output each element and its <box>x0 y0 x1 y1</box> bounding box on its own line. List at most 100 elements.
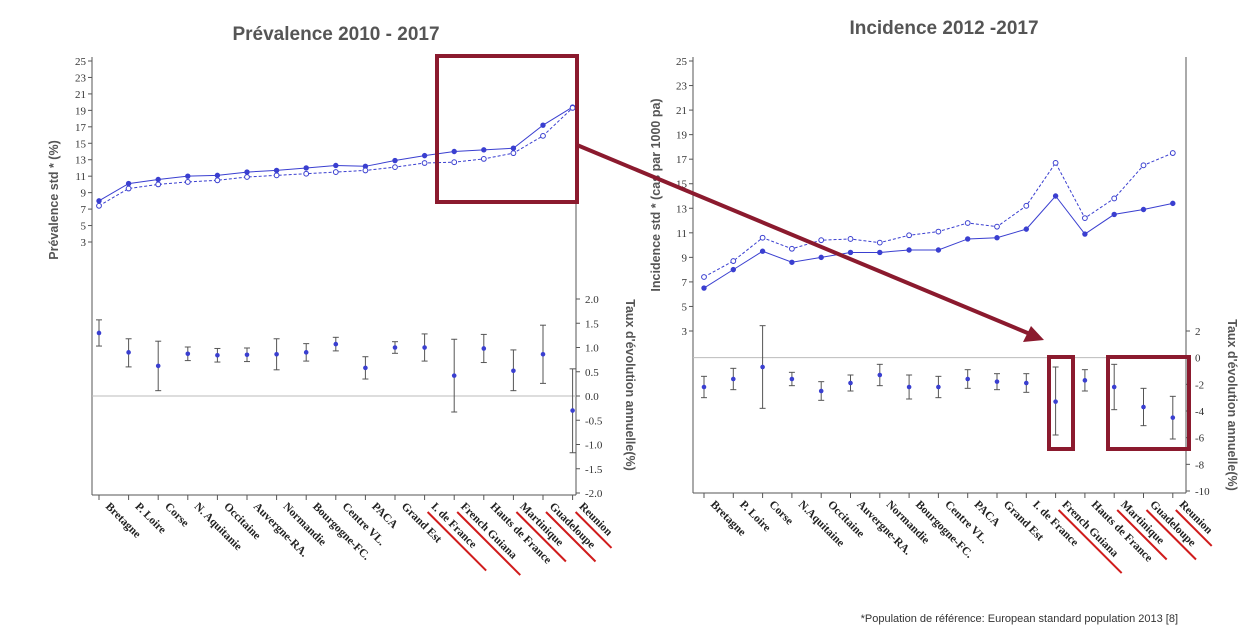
series-point-open <box>451 159 458 166</box>
left-tick-label: 21 <box>75 89 86 101</box>
left-tick-label: 21 <box>676 105 687 117</box>
series-point-filled <box>273 167 280 174</box>
right-tick-label: -8 <box>1195 459 1205 471</box>
evolution-point <box>965 376 970 382</box>
highlight-box-antilles-reunion <box>1106 355 1191 451</box>
left-tick-label: 7 <box>81 204 87 216</box>
series-point-open <box>847 236 854 242</box>
series-point-open <box>701 274 707 280</box>
series-point-filled <box>789 259 795 265</box>
evolution-point <box>760 364 765 370</box>
prevalence-chart-title: Prévalence 2010 - 2017 <box>232 24 439 45</box>
category-underline <box>515 511 567 563</box>
series-point-open <box>155 181 162 188</box>
series-point-open <box>392 164 398 171</box>
series-point-open <box>1111 195 1118 202</box>
evolution-point <box>1170 415 1176 420</box>
series-point-filled <box>759 248 766 254</box>
series-point-filled <box>1111 211 1117 218</box>
evolution-point <box>96 330 102 336</box>
category-underline <box>1057 509 1123 574</box>
right-tick-label: -4 <box>1195 406 1205 418</box>
series-point-open <box>540 132 546 139</box>
left-tick-label: 7 <box>682 277 688 289</box>
series-line-dashed <box>98 107 573 207</box>
series-point-filled <box>1052 193 1059 199</box>
right-tick-label: 0.0 <box>585 391 599 403</box>
right-tick-label: -10 <box>1195 486 1210 498</box>
series-point-filled <box>847 249 854 256</box>
series-point-filled <box>451 148 457 155</box>
series-point-filled <box>481 147 487 153</box>
series-point-open <box>332 169 339 175</box>
evolution-point <box>215 352 220 358</box>
category-underline <box>545 511 597 563</box>
evolution-point <box>731 376 736 382</box>
left-tick-label: 19 <box>75 105 87 117</box>
annotation-arrow-shaft <box>576 143 1031 336</box>
series-point-open <box>214 177 221 184</box>
evolution-point <box>422 345 427 350</box>
series-point-open <box>759 234 766 241</box>
evolution-point <box>333 341 339 347</box>
series-line-solid <box>703 195 1173 289</box>
evolution-point <box>392 345 398 350</box>
right-tick-label: -2 <box>1195 379 1204 391</box>
left-tick-label: 5 <box>81 221 87 233</box>
left-tick-label: 15 <box>676 179 688 191</box>
right-tick-label: 1.5 <box>585 318 599 330</box>
incidence-chart-title: Incidence 2012 -2017 <box>849 18 1038 39</box>
category-underline <box>1145 509 1197 561</box>
left-tick-label: 13 <box>75 155 87 167</box>
incidence-right-axis-label: Taux d'évolution annuelle(%) <box>1225 319 1239 491</box>
right-tick-label: -1.0 <box>585 440 603 452</box>
evolution-point <box>1141 404 1146 410</box>
series-point-open <box>510 150 517 157</box>
series-point-open <box>480 156 487 162</box>
evolution-point <box>540 351 546 357</box>
category-underline <box>1116 509 1168 561</box>
category-underline <box>426 511 487 572</box>
evolution-point <box>1024 380 1029 386</box>
left-tick-label: 15 <box>75 138 87 150</box>
annotation-arrow-head <box>1023 326 1044 342</box>
incidence-chart: Incidence 2012 -2017 Incidence std * (ca… <box>649 18 1239 574</box>
right-tick-label: -6 <box>1195 433 1205 445</box>
right-tick-label: 0.5 <box>585 367 599 379</box>
series-point-open <box>1169 150 1176 156</box>
right-tick-label: 0 <box>1195 353 1201 365</box>
evolution-point <box>451 373 457 378</box>
left-tick-label: 3 <box>682 326 688 338</box>
left-tick-label: 17 <box>75 122 87 134</box>
series-point-open <box>244 174 250 180</box>
series-point-open <box>362 167 369 174</box>
series-point-open <box>1140 162 1147 169</box>
left-tick-label: 9 <box>682 252 688 264</box>
evolution-point <box>848 380 853 386</box>
category-underline <box>574 511 613 549</box>
series-point-open <box>1023 202 1030 209</box>
right-tick-label: -0.5 <box>585 415 603 427</box>
series-point-filled <box>701 285 707 291</box>
series-point-filled <box>965 236 971 242</box>
series-point-filled <box>540 122 546 128</box>
left-tick-label: 9 <box>81 188 87 200</box>
evolution-point <box>244 352 250 358</box>
category-underline <box>1175 509 1213 547</box>
series-point-filled <box>1140 206 1147 213</box>
evolution-point <box>274 351 279 357</box>
right-tick-label: -1.5 <box>585 464 603 476</box>
series-point-filled <box>906 247 912 253</box>
left-tick-label: 23 <box>75 72 87 84</box>
evolution-point <box>1111 384 1117 390</box>
evolution-point <box>994 379 1000 384</box>
left-tick-label: 5 <box>682 301 688 313</box>
footnote: *Population de référence: European stand… <box>861 613 1178 625</box>
left-tick-label: 25 <box>676 56 688 68</box>
series-point-open <box>789 245 795 252</box>
evolution-point <box>363 365 368 371</box>
series-point-filled <box>125 180 132 187</box>
series-point-filled <box>333 162 339 169</box>
prevalence-right-axis-label: Taux d'évolution annuelle(%) <box>623 299 637 471</box>
annotations <box>435 54 1191 451</box>
